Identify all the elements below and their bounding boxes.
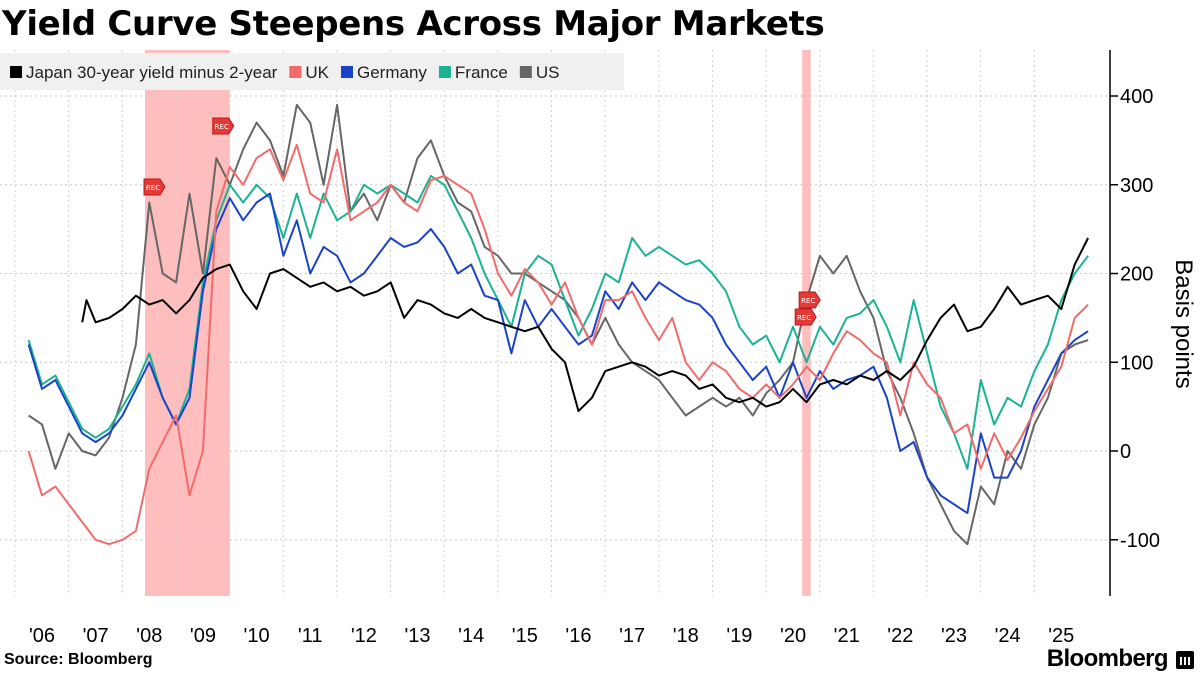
legend-label-1: UK [305, 63, 329, 82]
x-tick-label-11: '17 [619, 625, 645, 647]
legend-label-0: Japan 30-year yield minus 2-year [26, 63, 278, 82]
legend-item-3: France [438, 63, 508, 82]
x-tick-label-10: '16 [565, 625, 591, 647]
x-tick-label-5: '11 [298, 625, 323, 647]
legend-item-0: Japan 30-year yield minus 2-year [10, 63, 278, 82]
x-tick-label-14: '20 [780, 625, 806, 647]
x-tick-label-7: '13 [404, 625, 430, 647]
x-tick-label-3: '09 [190, 625, 216, 647]
legend-item-2: Germany [340, 63, 427, 82]
chart-series-lines [27, 103, 1089, 546]
chart-legend[interactable]: Japan 30-year yield minus 2-year UK German… [0, 53, 624, 90]
series-line-4 [28, 103, 1089, 546]
x-tick-label-1: '07 [83, 625, 109, 647]
x-tick-label-0: '06 [29, 625, 55, 647]
legend-swatch-0 [10, 66, 22, 78]
y-tick-label-3: 100 [1120, 352, 1153, 374]
legend-swatch-3 [438, 66, 451, 78]
legend-swatch-2 [340, 66, 353, 78]
x-tick-label-6: '12 [351, 625, 377, 647]
x-tick-label-15: '21 [834, 625, 860, 647]
svg-text:REC: REC [801, 297, 815, 305]
legend-item-4: US [519, 63, 560, 82]
x-axis-labels: '06 '07 '08 '09 '10 '11 '12 '13 '14 '15 '16 '17 '18 '… [29, 625, 1074, 647]
bloomberg-logo: Bloomberg [1046, 645, 1169, 672]
legend-item-1: UK [289, 63, 330, 82]
x-tick-label-2: '08 [136, 625, 162, 647]
y-tick-label-5: -100 [1120, 530, 1160, 552]
svg-text:REC: REC [146, 184, 160, 192]
x-tick-label-9: '15 [512, 625, 538, 647]
legend-swatch-1 [289, 66, 302, 78]
recession-markers: REC REC REC REC [143, 117, 821, 326]
y-axis: 400 300 200 100 0 -100 [1109, 50, 1160, 596]
x-tick-label-17: '23 [941, 625, 967, 647]
recession-badge-2: REC [798, 291, 821, 309]
x-tick-label-19: '25 [1048, 625, 1074, 647]
legend-label-2: Germany [357, 63, 427, 82]
y-tick-label-2: 200 [1120, 264, 1153, 286]
series-line-3 [27, 174, 1089, 470]
x-tick-label-8: '14 [458, 625, 484, 647]
recession-badge-0: REC [143, 178, 166, 196]
bloomberg-bars-icon [1176, 651, 1194, 669]
y-tick-label-1: 300 [1120, 175, 1153, 197]
recession-shading [145, 50, 811, 596]
x-tick-label-12: '18 [673, 625, 699, 647]
x-tick-label-4: '10 [244, 625, 270, 647]
series-line-2 [27, 192, 1089, 515]
y-axis-title: Basis points [1170, 259, 1197, 388]
recession-badge-3: REC [794, 308, 817, 326]
y-tick-label-4: 0 [1120, 441, 1131, 463]
x-tick-label-16: '22 [887, 625, 913, 647]
y-tick-label-0: 400 [1120, 86, 1153, 108]
svg-text:REC: REC [797, 314, 811, 322]
recession-badge-1: REC [212, 117, 235, 135]
chart-title: Yield Curve Steepens Across Major Market… [2, 4, 825, 44]
x-tick-label-13: '19 [726, 625, 752, 647]
series-line-0 [81, 237, 1089, 413]
x-tick-label-18: '24 [995, 625, 1021, 647]
svg-text:REC: REC [215, 123, 229, 131]
legend-label-3: France [455, 63, 508, 82]
legend-swatch-4 [519, 66, 532, 78]
series-line-1 [27, 143, 1089, 546]
legend-label-4: US [536, 63, 560, 82]
source-note: Source: Bloomberg [4, 651, 153, 668]
recession-band-0 [145, 50, 230, 596]
